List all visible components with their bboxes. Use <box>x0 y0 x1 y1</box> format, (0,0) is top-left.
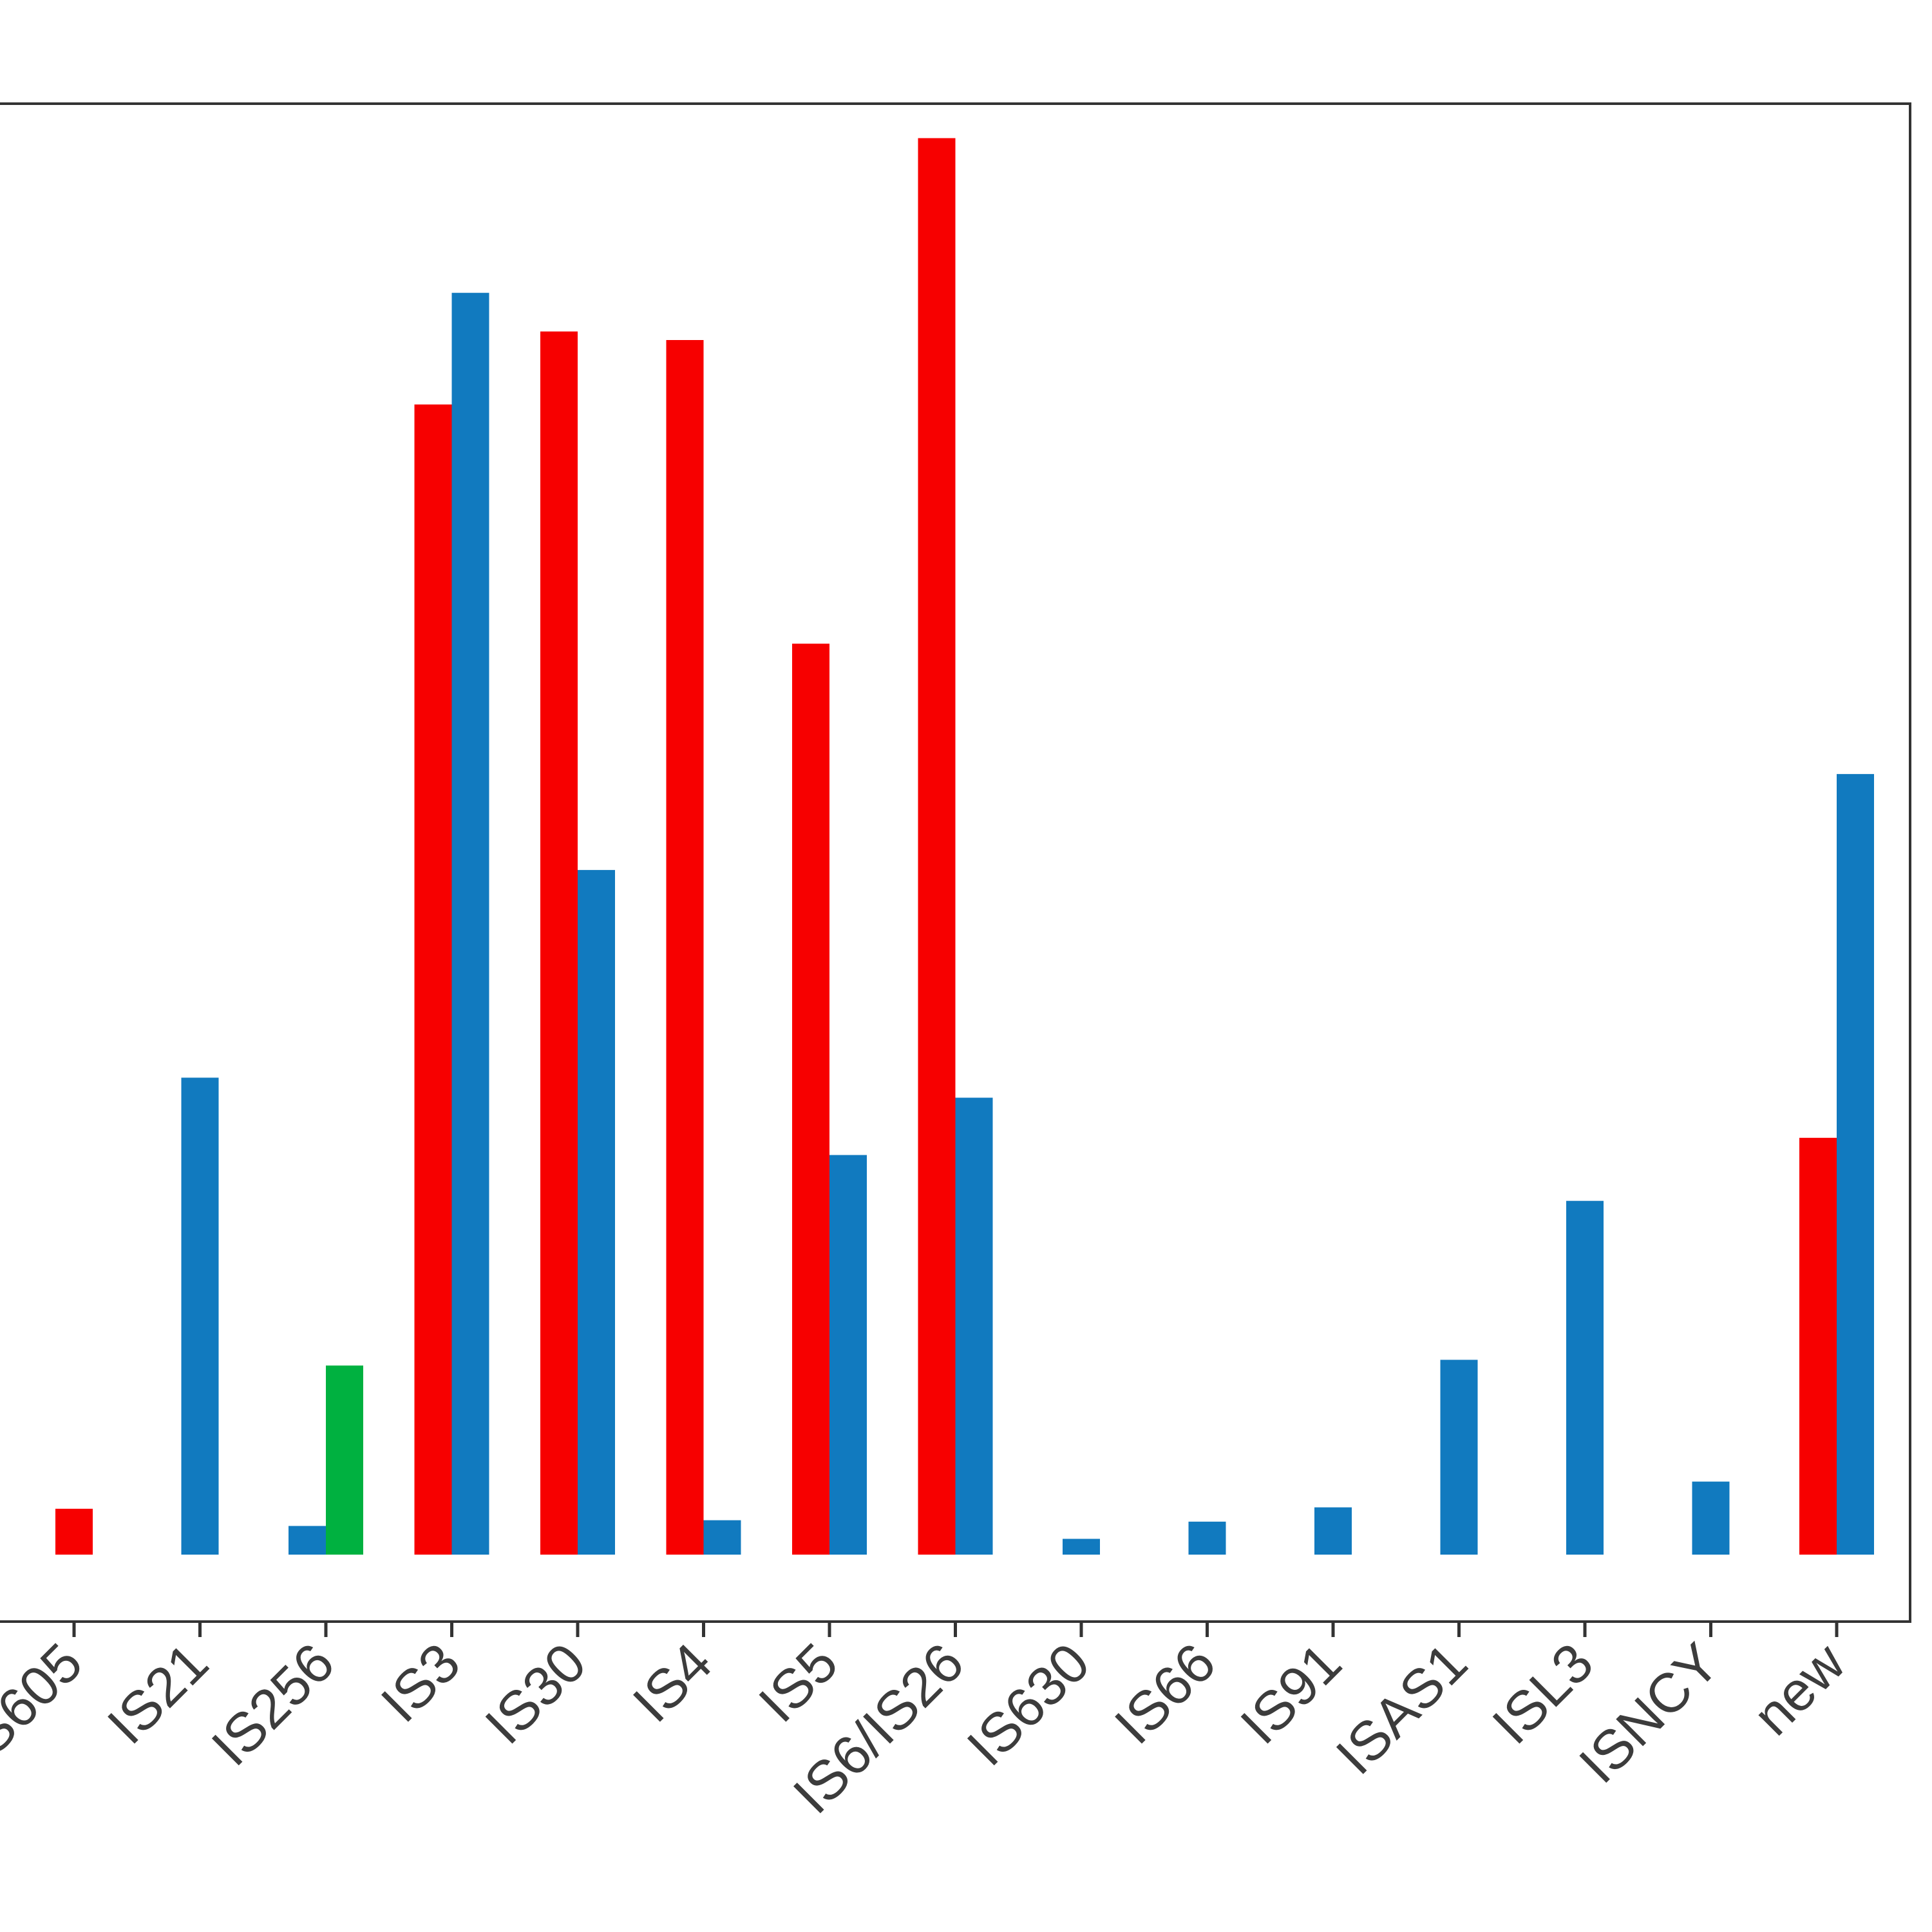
x-tick-label-isas1: ISAS1 <box>1325 1632 1479 1786</box>
bar-is4-blue <box>703 1520 741 1555</box>
bar-is30-red <box>540 331 578 1555</box>
bar-is3-red <box>414 404 452 1555</box>
x-tick-label-is5: IS5 <box>747 1632 849 1734</box>
bar-is6-is26-red <box>918 138 956 1555</box>
x-tick-label-is630: IS630 <box>956 1632 1102 1778</box>
bar-is4-red <box>666 340 704 1555</box>
bars-layer <box>55 138 1874 1555</box>
plot-frame <box>0 102 1911 1623</box>
bar-is630-blue <box>1063 1539 1100 1555</box>
x-tick-label-is21: IS21 <box>96 1632 220 1756</box>
bar-new-red <box>1799 1137 1837 1555</box>
bar-is256-blue <box>289 1526 326 1555</box>
x-tick-label-is30: IS30 <box>473 1632 598 1756</box>
x-tick-label-is256: IS256 <box>200 1632 346 1778</box>
x-tick-label-is3: IS3 <box>370 1632 472 1734</box>
x-tick-label-new: new <box>1741 1631 1857 1747</box>
x-tick-label-isncy: ISNCY <box>1567 1632 1731 1795</box>
bar-is66-blue <box>1188 1521 1226 1555</box>
bar-is256-green <box>326 1365 363 1555</box>
bar-is30-blue <box>578 869 615 1555</box>
x-tick-label-is66: IS66 <box>1103 1632 1227 1756</box>
bar-is91-blue <box>1314 1507 1352 1555</box>
bar-is21-blue <box>181 1077 219 1555</box>
bar-is5-blue <box>829 1155 867 1555</box>
bar-is6-is26-blue <box>955 1097 993 1555</box>
bar-isl3-blue <box>1566 1200 1604 1555</box>
bar-is3-blue <box>451 292 489 1555</box>
bar-is5-red <box>792 643 829 1555</box>
x-tick-label-is605: IS605 <box>0 1632 94 1778</box>
x-tick-label-is4: IS4 <box>621 1632 724 1734</box>
bar-isncy-blue <box>1692 1481 1730 1555</box>
bar-new-blue <box>1837 773 1874 1555</box>
bar-is605-red <box>55 1508 93 1555</box>
bar-isas1-blue <box>1440 1359 1478 1555</box>
x-axis-ticks <box>72 1622 1839 1637</box>
